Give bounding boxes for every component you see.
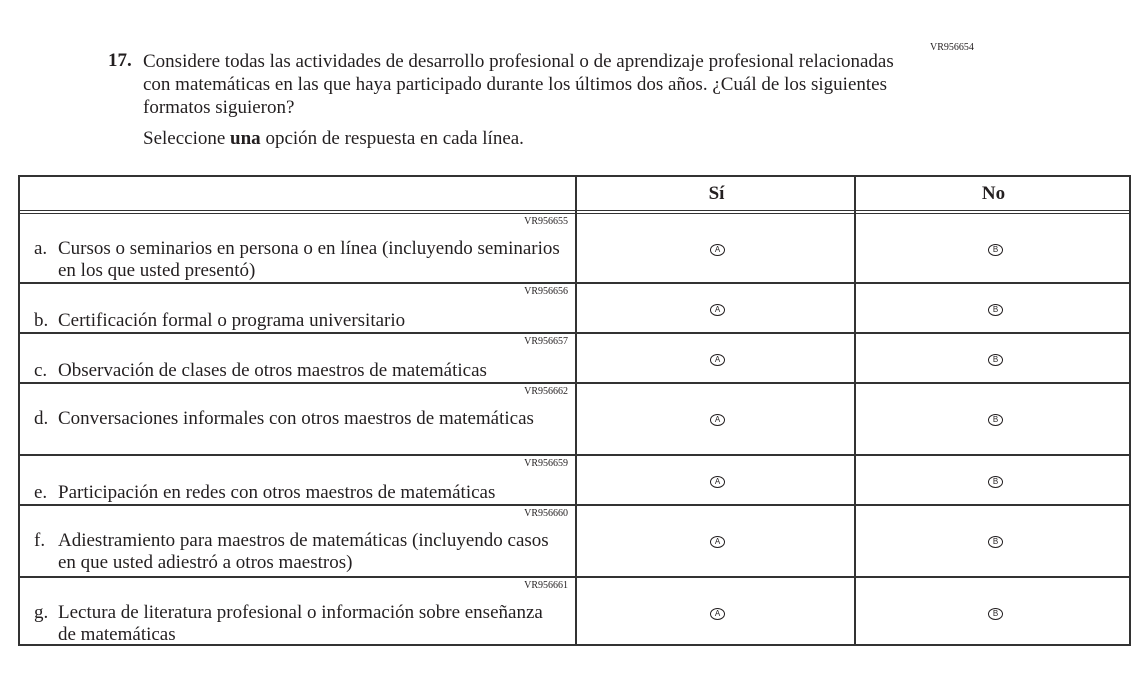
- column-no: No: [981, 183, 1006, 204]
- item-code: VR956656: [524, 286, 568, 297]
- bubble-no[interactable]: B: [988, 354, 1003, 366]
- response-table: Sí No VR956655 a. Cursos o seminarios en …: [18, 175, 1131, 646]
- item-letter: e.: [34, 482, 48, 503]
- item-text: Conversaciones informales con otros maes…: [58, 408, 534, 429]
- instruction: Seleccione una opción de respuesta en ca…: [143, 128, 524, 150]
- item-code: VR956662: [524, 386, 568, 397]
- bubble-no[interactable]: B: [988, 608, 1003, 620]
- bubble-no[interactable]: B: [988, 414, 1003, 426]
- table-header: Sí No: [20, 177, 1129, 214]
- item-letter: f.: [34, 530, 46, 551]
- item-code: VR956660: [524, 508, 568, 519]
- bubble-no[interactable]: B: [988, 536, 1003, 548]
- item-label: g. Lectura de literatura profesional o in…: [34, 602, 564, 646]
- item-label: f. Adiestramiento para maestros de matemá…: [34, 530, 564, 574]
- bubble-yes[interactable]: A: [710, 354, 725, 366]
- table-row: VR956655 a. Cursos o seminarios en person…: [20, 214, 1129, 282]
- item-code: VR956659: [524, 458, 568, 469]
- instruction-post: opción de respuesta en cada línea.: [260, 128, 524, 149]
- table-row: VR956656 b. Certificación formal o progra…: [20, 282, 1129, 332]
- bubble-yes[interactable]: A: [710, 304, 725, 316]
- item-letter: b.: [34, 310, 49, 331]
- question-code: VR956654: [930, 42, 974, 53]
- table-row: VR956661 g. Lectura de literatura profesi…: [20, 576, 1129, 646]
- item-letter: a.: [34, 238, 48, 259]
- bubble-yes[interactable]: A: [710, 414, 725, 426]
- column-yes: Sí: [708, 183, 725, 204]
- item-text: Observación de clases de otros maestros …: [58, 360, 487, 381]
- item-label: d. Conversaciones informales con otros ma…: [34, 408, 564, 430]
- bubble-no[interactable]: B: [988, 476, 1003, 488]
- item-text: Participación en redes con otros maestro…: [58, 482, 496, 503]
- table-row: VR956660 f. Adiestramiento para maestros …: [20, 504, 1129, 576]
- item-code: VR956655: [524, 216, 568, 227]
- bubble-no[interactable]: B: [988, 244, 1003, 256]
- table-row: VR956662 d. Conversaciones informales con…: [20, 382, 1129, 454]
- item-text: Adiestramiento para maestros de matemáti…: [58, 530, 549, 573]
- bubble-no[interactable]: B: [988, 304, 1003, 316]
- item-code: VR956661: [524, 580, 568, 591]
- bubble-yes[interactable]: A: [710, 244, 725, 256]
- instruction-bold: una: [230, 128, 261, 149]
- item-code: VR956657: [524, 336, 568, 347]
- question-number: 17.: [108, 50, 132, 71]
- item-label: c. Observación de clases de otros maestro…: [34, 360, 564, 382]
- item-letter: c.: [34, 360, 48, 381]
- item-text: Lectura de literatura profesional o info…: [58, 602, 543, 645]
- item-label: b. Certificación formal o programa univer…: [34, 310, 564, 332]
- column-divider: [575, 177, 577, 644]
- item-label: a. Cursos o seminarios en persona o en lí…: [34, 238, 564, 282]
- bubble-yes[interactable]: A: [710, 476, 725, 488]
- table-row: VR956657 c. Observación de clases de otro…: [20, 332, 1129, 382]
- item-text: Certificación formal o programa universi…: [58, 310, 406, 331]
- table-row: VR956659 e. Participación en redes con ot…: [20, 454, 1129, 504]
- item-letter: d.: [34, 408, 49, 429]
- column-divider: [854, 177, 856, 644]
- question-text: Considere todas las actividades de desar…: [143, 51, 894, 118]
- item-text: Cursos o seminarios en persona o en líne…: [58, 238, 560, 281]
- instruction-pre: Seleccione: [143, 128, 231, 149]
- item-label: e. Participación en redes con otros maest…: [34, 482, 564, 504]
- bubble-yes[interactable]: A: [710, 608, 725, 620]
- item-letter: g.: [34, 602, 49, 623]
- bubble-yes[interactable]: A: [710, 536, 725, 548]
